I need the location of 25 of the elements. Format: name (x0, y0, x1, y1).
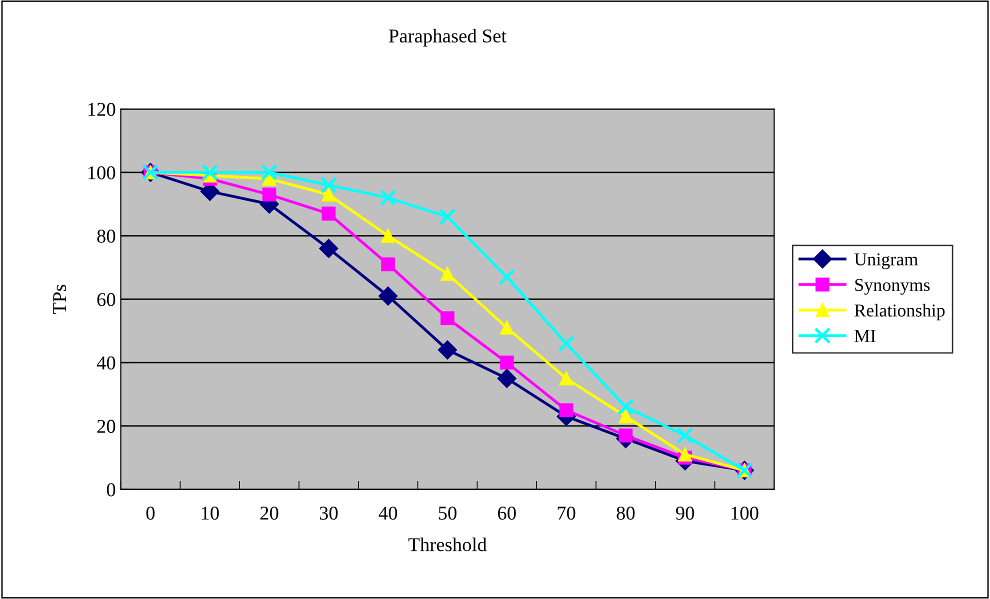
y-tick-label: 40 (96, 356, 116, 370)
chart-title: Paraphased Set (388, 28, 506, 46)
y-tick-label: 20 (97, 420, 116, 433)
x-tick-label: 90 (676, 506, 694, 520)
x-tick-label: 70 (558, 506, 576, 520)
x-tick-label: 30 (320, 506, 338, 520)
x-tick-label: 60 (498, 506, 516, 520)
legend-label: Relationship (854, 304, 945, 320)
x-tick-label: 100 (732, 506, 758, 520)
y-tick-label: 100 (88, 166, 116, 180)
y-axis-title: TPs (53, 284, 66, 314)
legend-label: MI (854, 330, 876, 342)
y-tick-label: 60 (97, 293, 116, 306)
y-tick-label: 80 (97, 230, 116, 243)
x-axis-title: Threshold (408, 538, 487, 552)
legend-label: Synonyms (855, 278, 930, 295)
x-tick-label: 40 (378, 506, 398, 520)
x-tick-label: 0 (146, 506, 155, 520)
x-tick-label: 80 (616, 506, 635, 520)
x-tick-label: 20 (260, 506, 278, 520)
x-tick-label: 10 (202, 506, 219, 520)
legend-label: Unigram (854, 253, 918, 270)
y-tick-label: 0 (106, 483, 116, 496)
y-tick-label: 120 (88, 102, 116, 116)
x-tick-label: 50 (438, 506, 456, 520)
